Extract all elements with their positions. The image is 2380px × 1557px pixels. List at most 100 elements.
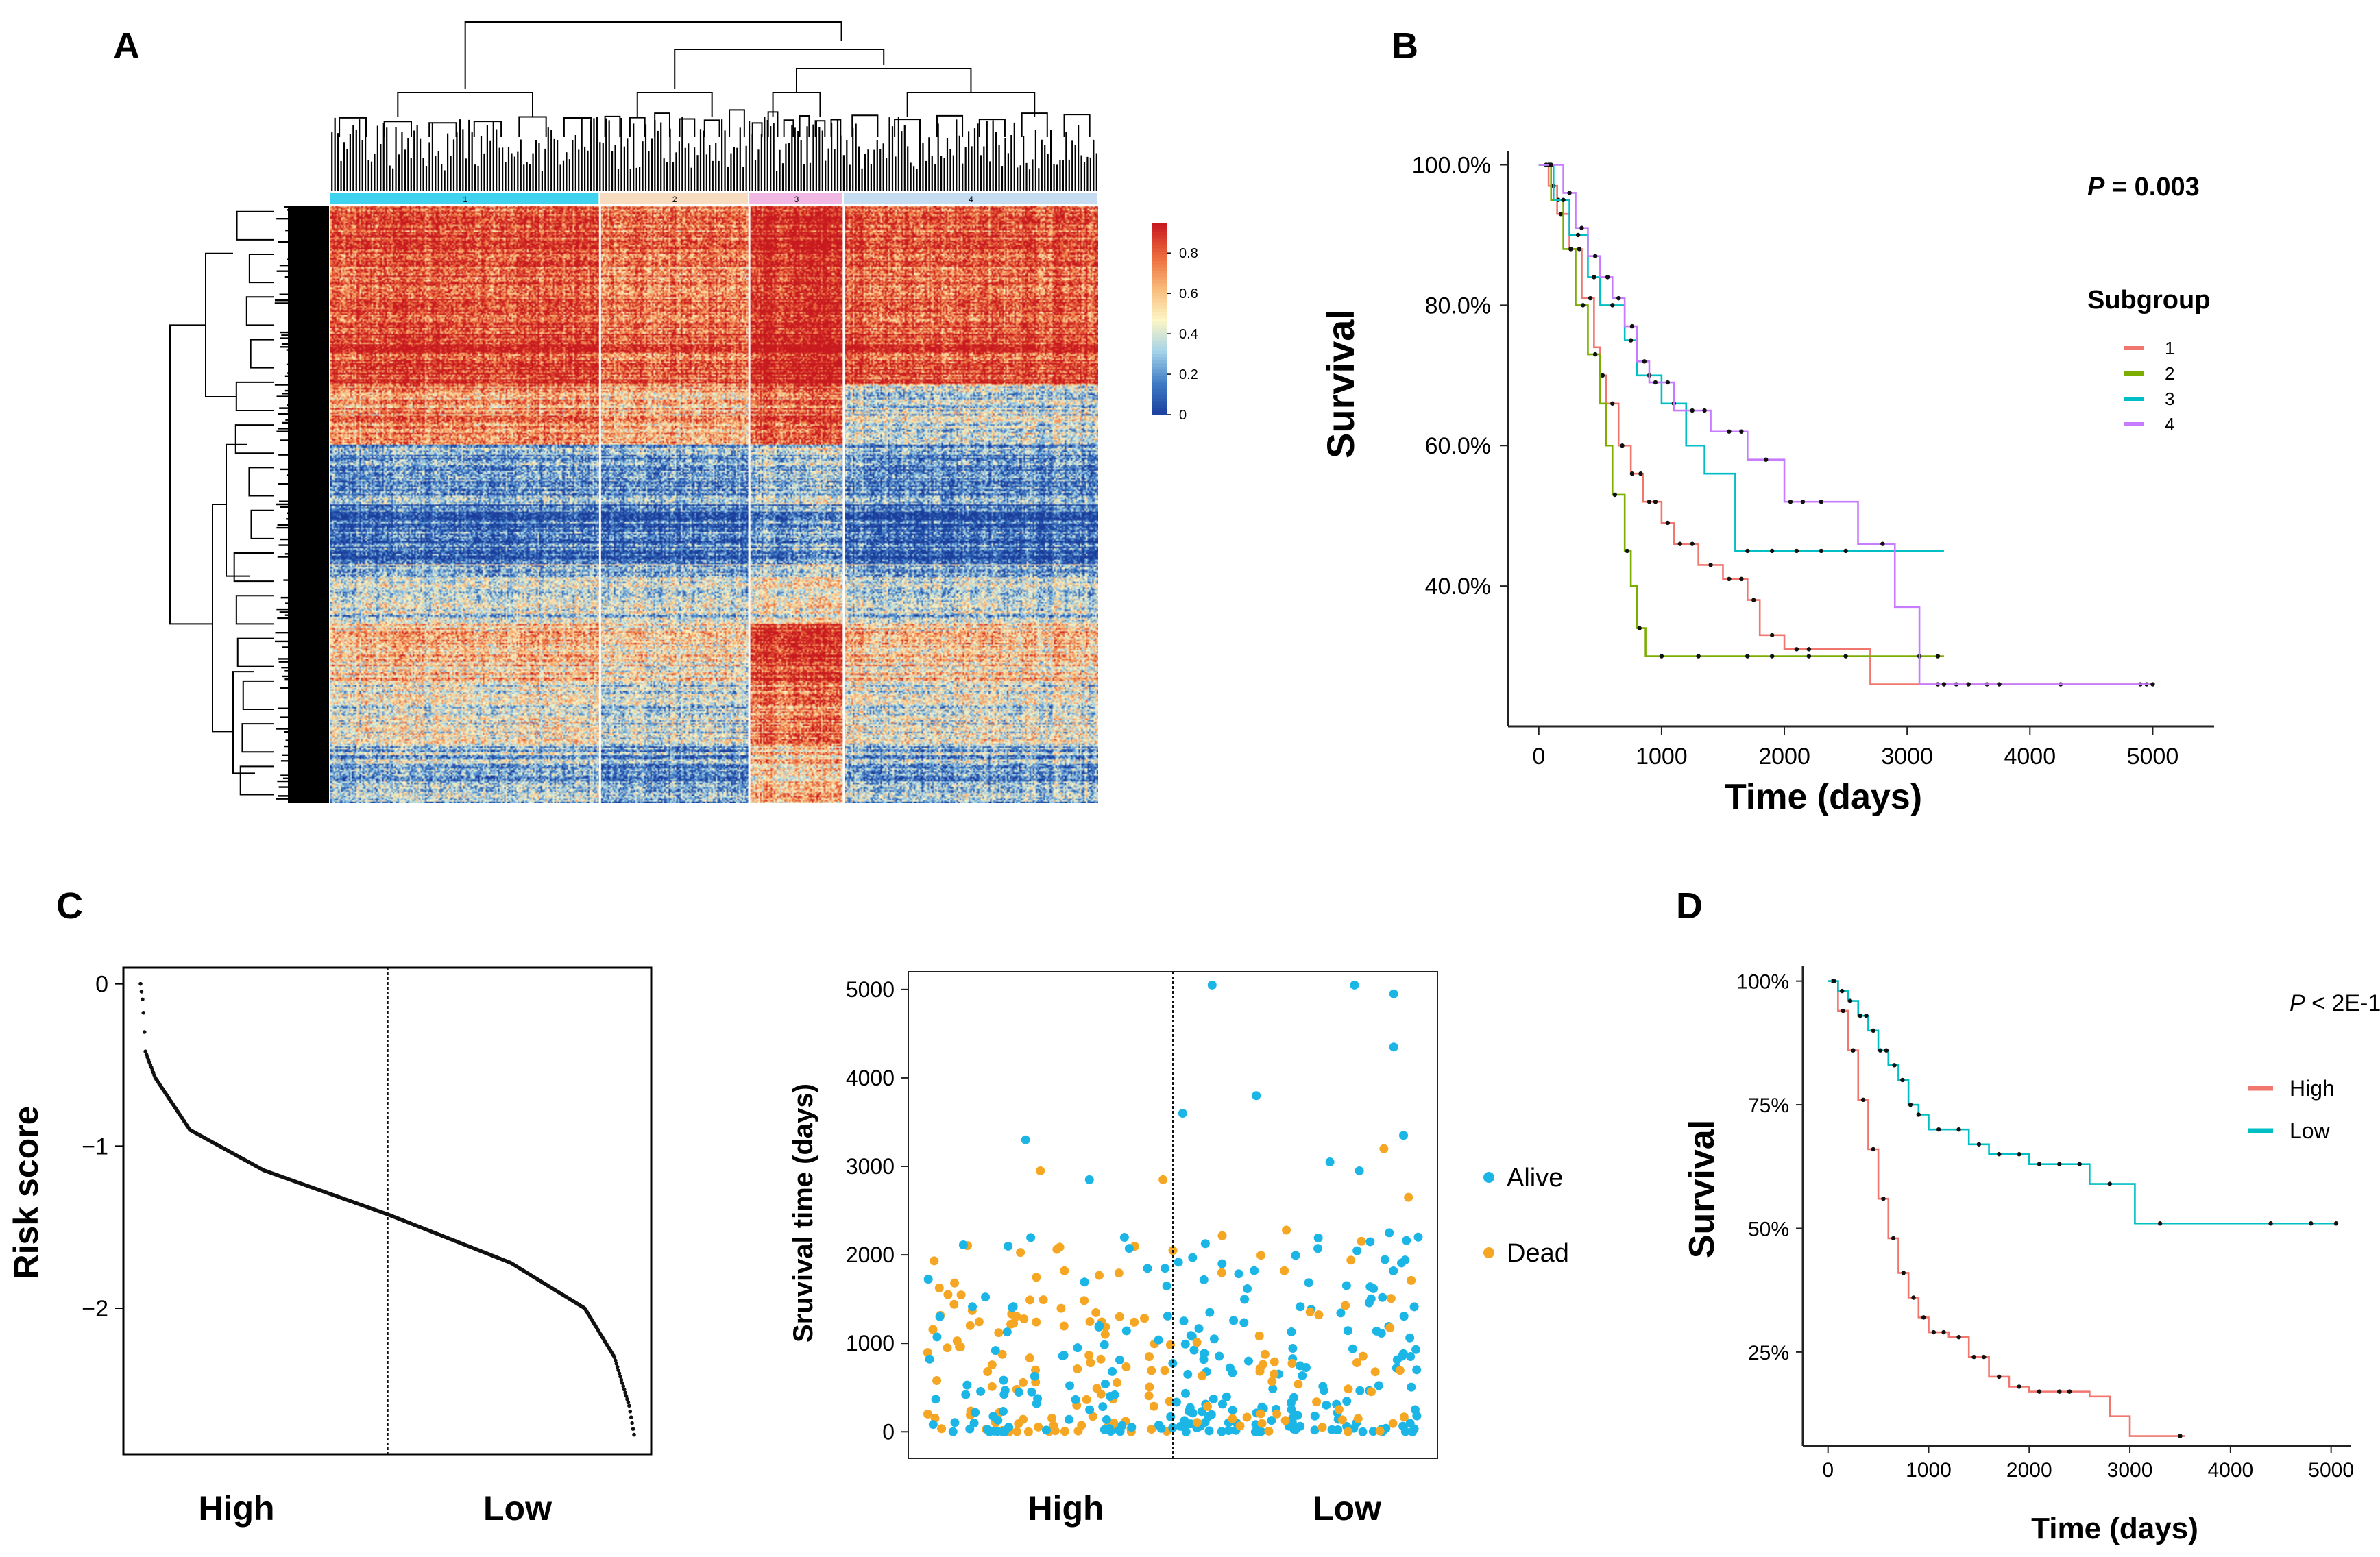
point-alive	[1004, 1241, 1013, 1251]
col-dendro-subnode	[679, 118, 696, 137]
point-alive	[1412, 1365, 1422, 1375]
point-alive	[962, 1380, 972, 1390]
colorbar-segment	[1152, 367, 1167, 371]
colorbar-segment	[1152, 354, 1167, 358]
point-dead	[1399, 1412, 1409, 1422]
point-dead	[930, 1256, 939, 1266]
colorbar-segment	[1152, 357, 1167, 361]
point-dead	[928, 1325, 938, 1334]
row-dendro-subnode	[245, 296, 274, 326]
point-alive	[1322, 1400, 1331, 1410]
point-dead	[1140, 1314, 1150, 1323]
point-dead	[1073, 1426, 1083, 1436]
row-dendro-node	[232, 671, 255, 774]
row-dendro-subnode	[241, 723, 274, 753]
km-b-censor-mark-1	[1610, 401, 1615, 406]
point-alive	[1179, 1316, 1189, 1326]
ylabel-c1: Risk score	[7, 1106, 45, 1279]
point-dead	[1260, 1349, 1270, 1359]
legend-label-b-3: 3	[2165, 389, 2174, 409]
point-alive	[1399, 1131, 1409, 1140]
km-d-censor-mark-High	[1982, 1354, 1987, 1360]
point-dead	[1314, 1310, 1324, 1320]
row-dendro-subnode	[239, 765, 274, 796]
km-b-censor-mark-4	[1616, 295, 1621, 301]
legend-label-b-1: 1	[2165, 338, 2174, 358]
km-b-censor-mark-1	[1769, 633, 1775, 638]
km-d-censor-mark-Low	[1864, 1013, 1869, 1018]
x-tick-label-b: 3000	[1881, 744, 1933, 770]
km-d-censor-mark-High	[1956, 1335, 1961, 1340]
point-dead	[1034, 1422, 1043, 1432]
col-dendro-subnode	[978, 119, 1006, 137]
row-dendro-subnode	[235, 381, 274, 411]
point-dead	[1009, 1319, 1019, 1328]
km-d-censor-mark-Low	[2309, 1221, 2314, 1226]
point-alive	[1204, 1426, 1214, 1436]
km-b-censor-mark-4	[2150, 682, 2155, 687]
point-dead	[1145, 1352, 1154, 1362]
point-dead	[1080, 1296, 1089, 1305]
point-alive	[1389, 1266, 1398, 1275]
row-dendro-leaf-block	[288, 206, 329, 803]
point-alive	[1250, 1266, 1259, 1275]
col-dendro-subnode	[604, 115, 621, 137]
point-alive	[1189, 1345, 1199, 1355]
colorbar-tick-label: 0	[1179, 408, 1187, 423]
km-d-censor-mark-High	[1891, 1236, 1896, 1241]
colorbar-segment	[1152, 338, 1167, 342]
panel-letter-c: C	[56, 885, 83, 927]
group-label-low-c1: Low	[483, 1489, 552, 1528]
col-dendro-subnode	[783, 119, 794, 137]
point-alive	[976, 1386, 986, 1396]
km-d-censor-mark-Low	[1892, 1063, 1897, 1068]
colorbar-segment	[1152, 392, 1167, 396]
x-tick-label-d: 0	[1822, 1459, 1834, 1482]
point-alive	[1402, 1236, 1411, 1245]
y-tick-label-c2: 5000	[846, 977, 895, 1002]
y-tick-label-c2: 2000	[846, 1242, 895, 1267]
colorbar-tick-label: 0.2	[1179, 367, 1198, 382]
point-alive	[1234, 1269, 1243, 1279]
point-alive	[1291, 1251, 1300, 1260]
row-dendro-node	[205, 252, 236, 398]
km-b-censor-mark-1	[1690, 541, 1695, 546]
point-alive	[1030, 1371, 1039, 1381]
point-alive	[1217, 1259, 1227, 1268]
point-dead	[1145, 1382, 1154, 1392]
point-dead	[1073, 1364, 1082, 1374]
point-alive	[968, 1302, 977, 1312]
ylabel-d: Survival	[1682, 1120, 1722, 1258]
group-label-high-c1: High	[198, 1489, 274, 1528]
colorbar-segment	[1152, 386, 1167, 390]
point-alive	[1161, 1264, 1170, 1273]
km-b-censor-mark-4	[1941, 682, 1947, 687]
x-tick-label-d: 5000	[2308, 1459, 2354, 1482]
point-alive	[1268, 1384, 1278, 1394]
point-alive	[1239, 1318, 1249, 1327]
point-alive	[1333, 1425, 1343, 1435]
point-dead	[1160, 1366, 1169, 1375]
colorbar-segment	[1152, 296, 1167, 300]
point-dead	[1149, 1401, 1158, 1411]
km-d-censor-mark-Low	[2037, 1162, 2042, 1166]
point-dead	[1366, 1387, 1376, 1397]
point-dead	[1385, 1323, 1395, 1333]
row-dendro-subnode	[250, 509, 274, 539]
risk-score-point	[621, 1384, 626, 1388]
cluster-bar-1	[330, 193, 599, 204]
point-alive	[1350, 980, 1359, 990]
point-alive	[958, 1240, 968, 1250]
point-dead	[1270, 1357, 1279, 1366]
km-d-censor-mark-High	[1911, 1295, 1916, 1300]
km-b-censor-mark-4	[1605, 275, 1610, 280]
point-alive	[1288, 1344, 1298, 1353]
point-alive	[1071, 1395, 1080, 1404]
point-alive	[1166, 1412, 1176, 1421]
point-dead	[932, 1376, 942, 1386]
cluster-label-2: 2	[672, 195, 677, 204]
point-alive	[1325, 1157, 1335, 1167]
km-b-censor-mark-2	[1806, 654, 1812, 659]
point-dead	[1318, 1423, 1327, 1432]
